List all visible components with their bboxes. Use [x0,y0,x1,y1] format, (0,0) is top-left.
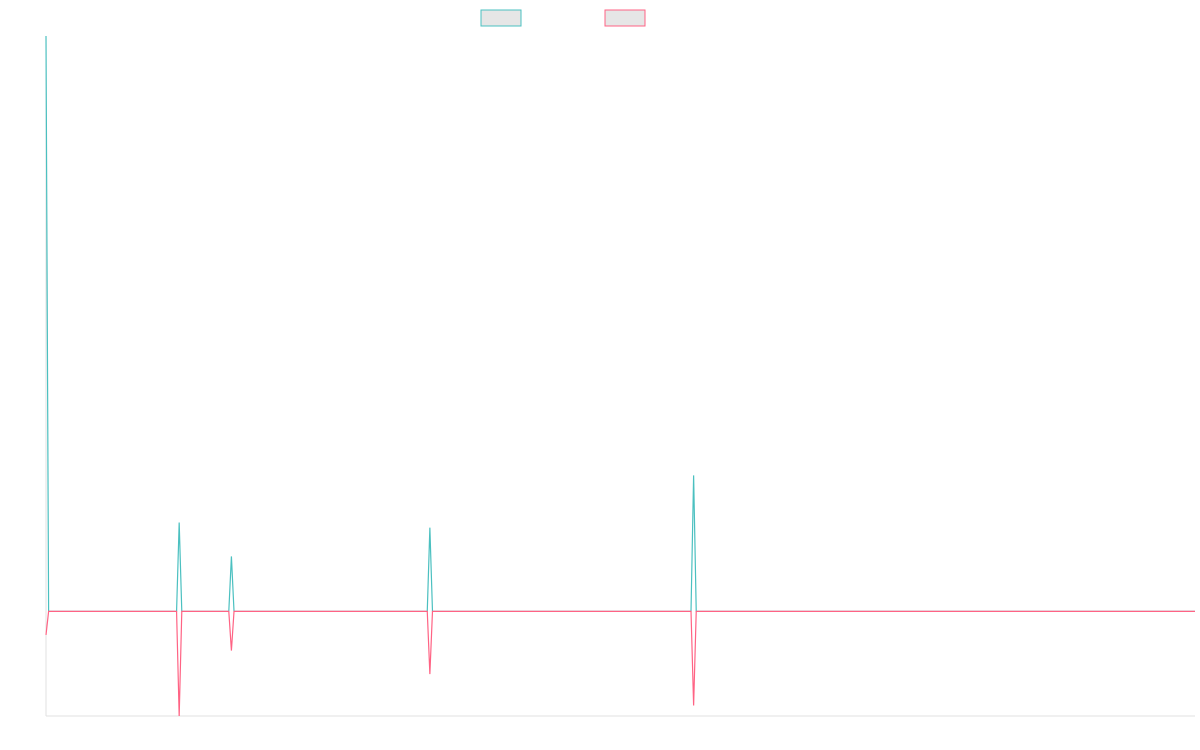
series-line [45,610,1195,717]
legend-swatch [604,9,646,27]
legend-swatch [480,9,522,27]
series-line [45,35,1195,612]
